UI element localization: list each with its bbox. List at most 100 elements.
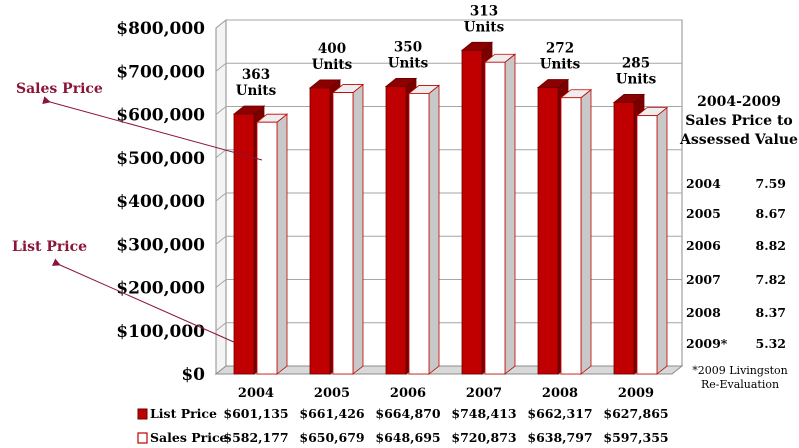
units-count-label: 285 [622, 55, 650, 71]
gridlines [214, 18, 684, 376]
units-suffix-label: Units [540, 57, 581, 73]
ratio-value: 7.59 [755, 176, 786, 191]
gridline [215, 62, 682, 72]
y-tick-label: $100,000 [116, 322, 205, 342]
sales-price-value: $720,873 [451, 430, 516, 445]
sales-price-value: $648,695 [375, 430, 440, 445]
units-count-label: 272 [546, 41, 574, 57]
bar-list-price-front [233, 113, 255, 375]
y-tick-label: $800,000 [116, 19, 205, 39]
units-suffix-label: Units [388, 55, 429, 71]
x-category-label: 2008 [542, 386, 578, 401]
y-tick-label: $300,000 [116, 235, 205, 255]
ratio-year: 2005 [686, 206, 721, 221]
units-suffix-label: Units [236, 83, 277, 99]
units-count-label: 400 [318, 41, 346, 57]
side-title-line: Sales Price to [685, 113, 793, 129]
annotation-sales-price: Sales Price [16, 81, 103, 97]
list-price-value: $664,870 [375, 406, 441, 421]
bar-sales-price-front [332, 92, 354, 375]
bar-list-price-front [537, 87, 559, 375]
gridline [215, 235, 682, 245]
bar-sales-price-side [352, 83, 364, 375]
units-suffix-label: Units [616, 71, 657, 87]
units-suffix-label: Units [312, 57, 353, 73]
bar-sales-price-front [256, 121, 278, 375]
legend-label-sales-price: Sales Price [150, 430, 228, 445]
ratio-value: 7.82 [755, 272, 786, 287]
gridline [215, 19, 682, 29]
annotation-arrow-sales-price [42, 96, 263, 161]
bar-sales-price [483, 53, 517, 375]
ratio-year: 2007 [686, 272, 721, 287]
y-tick-label: $600,000 [116, 106, 205, 126]
ratio-value: 8.37 [755, 305, 786, 320]
bar-sales-price [559, 88, 593, 375]
ratio-value: 5.32 [755, 336, 786, 351]
legend-label-list-price: List Price [150, 406, 217, 421]
units-count-label: 313 [470, 3, 498, 19]
y-tick-label: $200,000 [116, 279, 205, 299]
sales-price-value: $582,177 [223, 430, 288, 445]
bar-sales-price-front [408, 93, 430, 375]
ratio-year: 2009* [686, 336, 728, 351]
units-count-label: 350 [394, 39, 422, 55]
bar-sales-price [331, 83, 365, 375]
bar-list-price-front [613, 102, 635, 375]
bar-sales-price [255, 113, 289, 375]
labels: $0 $100,000 $200,000 $300,000 $400,000 $500,0… [116, 3, 668, 445]
gridline [215, 279, 682, 288]
list-price-value: $601,135 [223, 406, 288, 421]
bar-sales-price-side [428, 84, 440, 375]
ratio-value: 8.67 [755, 206, 786, 221]
bar-sales-price [635, 106, 669, 375]
footnote-line: Re-Evaluation [700, 378, 780, 391]
bar-sales-price-side [504, 53, 516, 375]
y-tick-label: $0 [181, 365, 205, 385]
list-price-value: $662,317 [527, 406, 592, 421]
list-price-value: $748,413 [451, 406, 516, 421]
legend-key-sales-price [137, 432, 148, 444]
bar-list-price-front [461, 49, 483, 375]
sales-price-value: $638,797 [527, 430, 592, 445]
side-table-title: 2004-2009 Sales Price to Assessed Value [680, 93, 798, 150]
gridline [215, 106, 682, 115]
units-suffix-label: Units [464, 19, 505, 35]
y-tick-label: $400,000 [116, 192, 205, 212]
bar-sales-price-side [656, 106, 668, 375]
bar-sales-price-front [484, 61, 506, 375]
ratio-year: 2006 [686, 238, 721, 253]
side-title-line: 2004-2009 [697, 94, 781, 110]
x-category-label: 2007 [466, 386, 502, 401]
bar-list-price-front [309, 87, 331, 375]
x-category-label: 2009 [618, 386, 654, 401]
legend-key-list-price [137, 408, 148, 420]
side-title-line: Assessed Value [680, 132, 798, 148]
bar-list-price-front [385, 86, 407, 375]
bar-list-price [232, 105, 266, 375]
x-category-label: 2004 [238, 386, 274, 401]
list-price-value: $661,426 [299, 406, 365, 421]
sales-price-value: $597,355 [603, 430, 668, 445]
ratio-value: 8.82 [755, 238, 786, 253]
x-category-label: 2005 [314, 386, 350, 401]
bar-sales-price-side [580, 88, 592, 375]
x-category-label: 2006 [390, 386, 426, 401]
annotations: Sales Price List Price [12, 81, 263, 344]
bars [232, 41, 669, 375]
ratio-year: 2004 [686, 176, 721, 191]
bar-sales-price-front [636, 115, 658, 375]
annotation-list-price: List Price [12, 239, 87, 255]
gridline [215, 322, 682, 332]
sales-price-value: $650,679 [299, 430, 364, 445]
footnote-line: *2009 Livingston [692, 364, 788, 377]
footnote: *2009 Livingston Re-Evaluation [682, 364, 798, 392]
units-count-label: 363 [242, 67, 270, 83]
ratio-year: 2008 [686, 305, 721, 320]
bar-sales-price-front [560, 97, 582, 375]
y-tick-label: $500,000 [116, 149, 205, 169]
annotation-arrow-list-price [51, 258, 237, 344]
bar-sales-price [407, 84, 441, 375]
gridline [215, 192, 682, 202]
